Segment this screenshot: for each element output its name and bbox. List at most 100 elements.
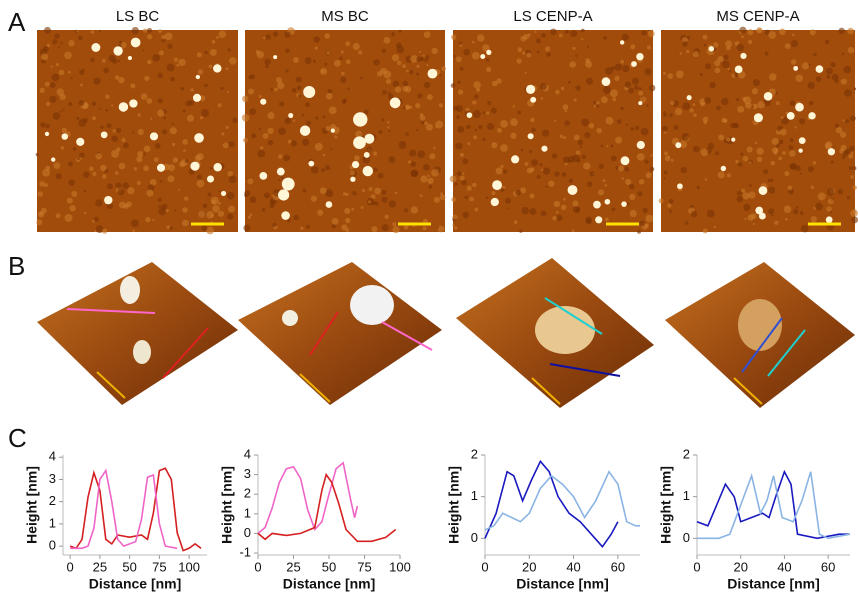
texture [703, 35, 708, 40]
texture [460, 153, 464, 157]
texture [565, 110, 567, 112]
texture [572, 47, 575, 50]
texture [132, 230, 134, 232]
texture [737, 196, 743, 202]
texture [843, 119, 845, 121]
texture [271, 201, 274, 204]
texture [118, 60, 120, 62]
particle [150, 132, 158, 140]
texture [106, 123, 111, 128]
texture [703, 229, 708, 234]
texture [374, 188, 381, 195]
texture [439, 74, 441, 76]
texture [210, 49, 217, 56]
texture [452, 224, 454, 226]
particle [621, 156, 630, 165]
particle [273, 55, 277, 59]
texture [293, 215, 299, 221]
texture [292, 88, 297, 93]
texture [41, 208, 47, 214]
texture [514, 220, 518, 224]
texture [278, 127, 286, 135]
texture [456, 105, 463, 112]
texture [737, 191, 742, 196]
texture [454, 182, 457, 185]
texture [546, 186, 548, 188]
particle [492, 180, 502, 190]
texture [278, 154, 283, 159]
texture [818, 193, 826, 201]
profile-curve [258, 463, 357, 534]
texture [420, 57, 424, 61]
texture [768, 31, 776, 39]
texture [743, 96, 751, 104]
texture [184, 196, 188, 200]
texture [482, 138, 485, 141]
particle [491, 198, 499, 206]
texture [848, 154, 853, 159]
texture [53, 112, 61, 120]
texture [220, 87, 223, 90]
texture [841, 78, 847, 84]
texture [691, 211, 698, 218]
particle [221, 191, 226, 196]
texture [111, 135, 118, 142]
particle [677, 183, 683, 189]
texture [52, 39, 57, 44]
texture [500, 165, 503, 168]
particle [754, 113, 763, 122]
texture [200, 116, 203, 119]
texture [218, 103, 222, 107]
texture [709, 82, 715, 88]
texture [689, 108, 693, 112]
texture [611, 66, 615, 70]
texture [43, 46, 49, 52]
texture [604, 184, 607, 187]
texture [40, 122, 45, 127]
texture [663, 177, 665, 179]
x-axis-label: Distance [nm] [89, 576, 182, 592]
texture [749, 161, 752, 164]
texture [808, 166, 814, 172]
texture [744, 218, 746, 220]
texture [531, 159, 538, 166]
texture [584, 132, 590, 138]
texture [562, 172, 567, 177]
particle [131, 38, 141, 48]
texture [462, 158, 468, 164]
texture [44, 27, 51, 34]
texture [627, 203, 630, 206]
texture [826, 75, 830, 79]
texture [247, 178, 253, 184]
texture [263, 37, 265, 39]
particle [621, 201, 627, 207]
texture [748, 40, 752, 44]
texture [664, 151, 668, 155]
texture [758, 101, 766, 109]
texture [157, 110, 164, 117]
texture [741, 189, 745, 193]
texture [279, 102, 284, 107]
texture [568, 81, 571, 84]
texture [161, 35, 166, 40]
texture [439, 103, 443, 107]
texture [327, 51, 330, 54]
texture [162, 129, 167, 134]
image-title: MS CENP-A [716, 8, 799, 25]
texture [650, 154, 652, 156]
texture [456, 56, 462, 62]
bump [120, 276, 140, 304]
texture [68, 40, 74, 46]
texture [382, 197, 388, 203]
texture [424, 82, 430, 88]
particle [363, 166, 373, 176]
texture [378, 130, 382, 134]
texture [158, 29, 162, 33]
texture [849, 166, 852, 169]
texture [297, 86, 301, 90]
texture [424, 31, 431, 38]
texture [339, 57, 343, 61]
texture [441, 66, 446, 71]
texture [386, 79, 391, 84]
texture [612, 207, 616, 211]
